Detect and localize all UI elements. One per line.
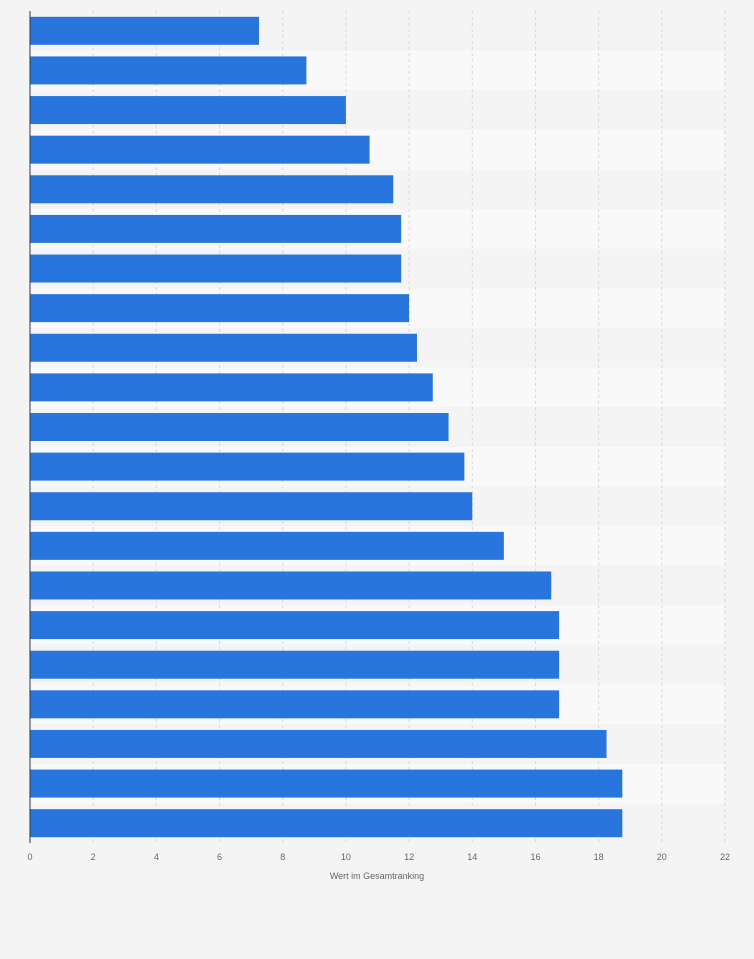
- bar[interactable]: [30, 413, 449, 441]
- x-tick-label: 4: [154, 852, 159, 862]
- x-tick-label: 22: [720, 852, 730, 862]
- x-tick-label: 14: [467, 852, 477, 862]
- x-tick-label: 18: [594, 852, 604, 862]
- bar[interactable]: [30, 56, 307, 85]
- bar[interactable]: [30, 492, 473, 521]
- bar[interactable]: [30, 571, 552, 600]
- x-tick-label: 16: [530, 852, 540, 862]
- bar[interactable]: [30, 175, 394, 204]
- bar[interactable]: [30, 611, 560, 640]
- bar[interactable]: [30, 650, 560, 679]
- bar[interactable]: [30, 452, 465, 481]
- bar[interactable]: [30, 254, 402, 283]
- x-tick-label: 6: [217, 852, 222, 862]
- bar[interactable]: [30, 531, 504, 560]
- bar[interactable]: [30, 96, 346, 125]
- x-tick-label: 12: [404, 852, 414, 862]
- x-tick-label: 20: [657, 852, 667, 862]
- x-tick-label: 8: [280, 852, 285, 862]
- bars: [30, 16, 623, 838]
- x-tick-labels: 0 2 4 6 8 10 12 14 16 18 20 22: [27, 852, 730, 862]
- x-axis-title: Wert im Gesamtranking: [330, 871, 424, 881]
- bar[interactable]: [30, 16, 260, 45]
- bar[interactable]: [30, 729, 607, 758]
- x-tick-label: 0: [27, 852, 32, 862]
- x-tick-label: 10: [341, 852, 351, 862]
- bar[interactable]: [30, 690, 560, 719]
- bar[interactable]: [30, 333, 417, 362]
- bar[interactable]: [30, 373, 433, 402]
- bar[interactable]: [30, 135, 370, 164]
- bar[interactable]: [30, 294, 410, 323]
- bar[interactable]: [30, 769, 623, 798]
- x-tick-label: 2: [91, 852, 96, 862]
- bar[interactable]: [30, 214, 402, 243]
- bar[interactable]: [30, 809, 623, 838]
